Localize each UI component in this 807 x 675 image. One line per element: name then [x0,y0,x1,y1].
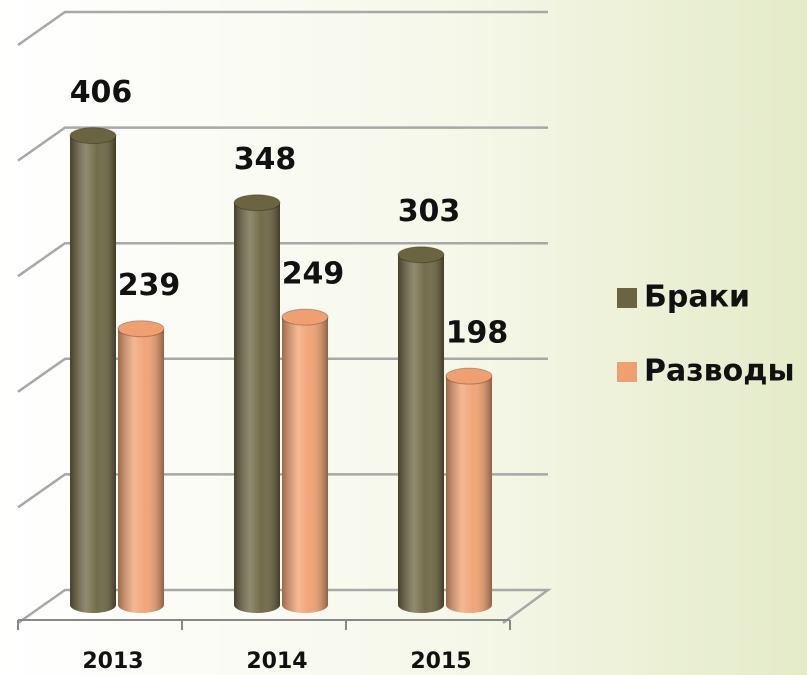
grid-line [17,473,548,509]
bar-top [397,246,445,264]
bar-top [281,308,329,326]
data-label: 249 [282,257,345,292]
legend-swatch [617,362,637,382]
bar-top [69,127,117,145]
data-label: 239 [118,268,181,303]
bar-top [445,367,493,385]
bar-top [233,194,281,212]
bar-shading [282,317,328,613]
bar-shading [398,254,444,613]
bar-shading [70,135,116,613]
data-label: 198 [446,316,509,351]
bar-top [117,320,165,338]
data-label: 303 [398,194,461,229]
legend-swatch [617,288,637,308]
bar-shading [446,376,492,613]
data-label: 406 [70,75,133,110]
bar-shading [234,202,280,613]
data-label: 348 [234,142,297,177]
grid-line [17,241,548,278]
bar-shading [118,328,164,613]
grid-line [17,357,548,393]
x-tick-label: 2015 [410,649,471,674]
grid-line [17,10,548,47]
x-tick-label: 2013 [82,649,143,674]
legend-label: Браки [644,280,750,315]
grid-line [17,126,548,162]
legend-label: Разводы [644,354,795,389]
x-tick-label: 2014 [246,649,307,674]
